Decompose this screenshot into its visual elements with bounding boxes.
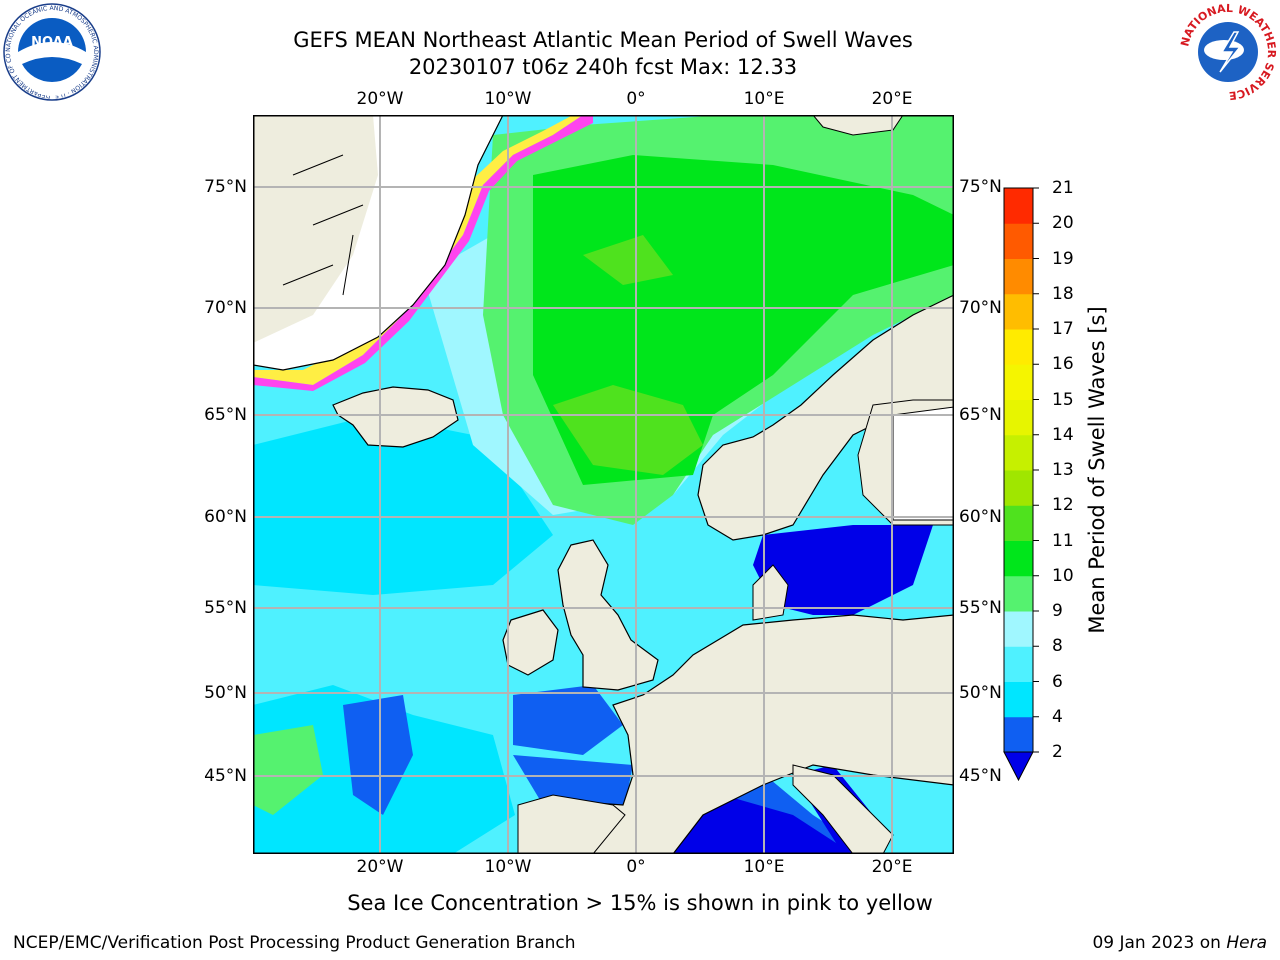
footer-host: Hera (1226, 933, 1267, 953)
noaa-logo-text: NOAA (31, 35, 73, 50)
lat-label-right: 75°N (959, 177, 1002, 197)
swell-period-field (253, 115, 954, 854)
lat-label-left: 60°N (204, 507, 247, 527)
lat-label-left: 70°N (204, 298, 247, 318)
colorbar-tick-label: 13 (1052, 460, 1074, 480)
italy-landmass (792, 764, 894, 854)
colorbar-tick-label: 15 (1052, 389, 1074, 410)
sea-ice-note: Sea Ice Concentration > 15% is shown in … (347, 891, 933, 915)
colorbar-bin (1004, 575, 1033, 612)
colorbar-tick-label: 21 (1052, 178, 1074, 198)
lat-label-right: 70°N (959, 298, 1002, 318)
greenland-land-west (253, 115, 378, 343)
colorbar-bin (1004, 505, 1033, 541)
noaa-logo: NATIONAL OCEANIC AND ATMOSPHERIC ADMINIS… (2, 2, 101, 101)
lat-label-right: 55°N (959, 598, 1002, 618)
colorbar-tick-label: 4 (1052, 706, 1063, 727)
colorbar-bin (1004, 716, 1033, 753)
chart-subtitle: 20230107 t06z 240h fcst Max: 12.33 (408, 55, 798, 79)
colorbar-tick-label: 19 (1052, 248, 1074, 269)
colorbar-bin (1004, 540, 1033, 577)
lat-label-right: 60°N (959, 507, 1002, 527)
lon-label-top: 10°W (484, 89, 532, 109)
iberia-landmass (517, 794, 626, 854)
lon-label-top: 20°W (356, 89, 404, 109)
lat-label-left: 45°N (204, 766, 247, 786)
lon-label-bottom: 0° (626, 857, 646, 877)
great-britain-landmass (557, 539, 659, 691)
colorbar-tick-label: 14 (1052, 424, 1074, 445)
lon-label-bottom: 20°E (871, 857, 913, 877)
colorbar-tick-label: 17 (1052, 319, 1074, 339)
colorbar-tick-label: 16 (1052, 354, 1074, 375)
baltic-sea (753, 525, 933, 615)
swell-period-map (253, 115, 954, 854)
lon-label-top: 0° (626, 89, 646, 109)
lat-label-left: 55°N (204, 598, 247, 618)
lat-label-right: 50°N (959, 683, 1002, 703)
colorbar-extend-arrow (1003, 751, 1034, 782)
footer-date-text: 09 Jan 2023 on (1092, 933, 1221, 953)
colorbar-title: Mean Period of Swell Waves [s] (1085, 306, 1109, 634)
colorbar-bin (1004, 681, 1033, 718)
colorbar-tick-label: 10 (1052, 565, 1074, 586)
colorbar-bin (1004, 329, 1033, 365)
lat-label-left: 65°N (204, 405, 247, 425)
colorbar-bin (1004, 399, 1033, 436)
gulf-of-bothnia (892, 406, 954, 521)
colorbar-tick-label: 8 (1052, 636, 1063, 657)
lon-label-bottom: 20°W (356, 857, 404, 877)
footer-date: 09 Jan 2023 on Hera (1092, 933, 1267, 953)
colorbar-tick-label: 11 (1052, 530, 1074, 551)
lat-label-left: 75°N (204, 177, 247, 197)
colorbar-tick-label: 6 (1052, 671, 1063, 692)
ireland-landmass (502, 609, 559, 676)
nws-logo: NATIONAL WEATHER SERVICE (1178, 2, 1278, 102)
denmark-landmass (752, 564, 789, 621)
map-graticule (253, 115, 954, 854)
lat-label-right: 65°N (959, 405, 1002, 425)
colorbar-bin (1004, 470, 1033, 506)
footer-credit: NCEP/EMC/Verification Post Processing Pr… (13, 933, 576, 953)
lon-label-bottom: 10°E (743, 857, 785, 877)
colorbar-bin (1004, 364, 1033, 400)
colorbar-tick-label: 18 (1052, 283, 1074, 304)
lat-label-right: 45°N (959, 766, 1002, 786)
colorbar-tick-label: 12 (1052, 495, 1074, 516)
greenland-fjords (282, 154, 364, 296)
map-frame (253, 115, 954, 854)
colorbar-tick-label: 2 (1052, 742, 1063, 762)
svalbard-landmass (812, 115, 904, 136)
colorbar-bin (1004, 223, 1033, 259)
colorbar-bin (1004, 188, 1033, 224)
colorbar-tick-label: 9 (1052, 601, 1063, 621)
chart-title: GEFS MEAN Northeast Atlantic Mean Period… (293, 28, 913, 52)
colorbar-bin (1004, 258, 1033, 295)
lat-label-left: 50°N (204, 683, 247, 703)
colorbar-bin (1004, 646, 1033, 682)
colorbar-bin (1004, 293, 1033, 330)
colorbar (1003, 187, 1039, 782)
colorbar-bin (1004, 434, 1033, 471)
lon-label-top: 20°E (871, 89, 913, 109)
lon-label-top: 10°E (743, 89, 785, 109)
colorbar-bin (1004, 611, 1033, 647)
iceland-landmass (332, 386, 459, 448)
lon-label-bottom: 10°W (484, 857, 532, 877)
colorbar-tick-label: 20 (1052, 213, 1074, 234)
